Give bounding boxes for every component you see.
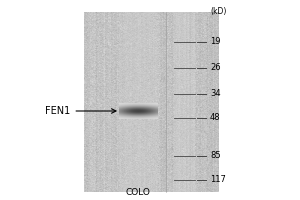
- Text: FEN1: FEN1: [45, 106, 116, 116]
- Text: 85: 85: [210, 152, 220, 160]
- Text: (kD): (kD): [210, 7, 226, 16]
- Text: 26: 26: [210, 64, 220, 72]
- Text: 19: 19: [210, 38, 220, 46]
- Text: COLO: COLO: [126, 188, 150, 197]
- Text: 34: 34: [210, 90, 220, 98]
- Text: 48: 48: [210, 114, 220, 122]
- Text: 117: 117: [210, 176, 226, 184]
